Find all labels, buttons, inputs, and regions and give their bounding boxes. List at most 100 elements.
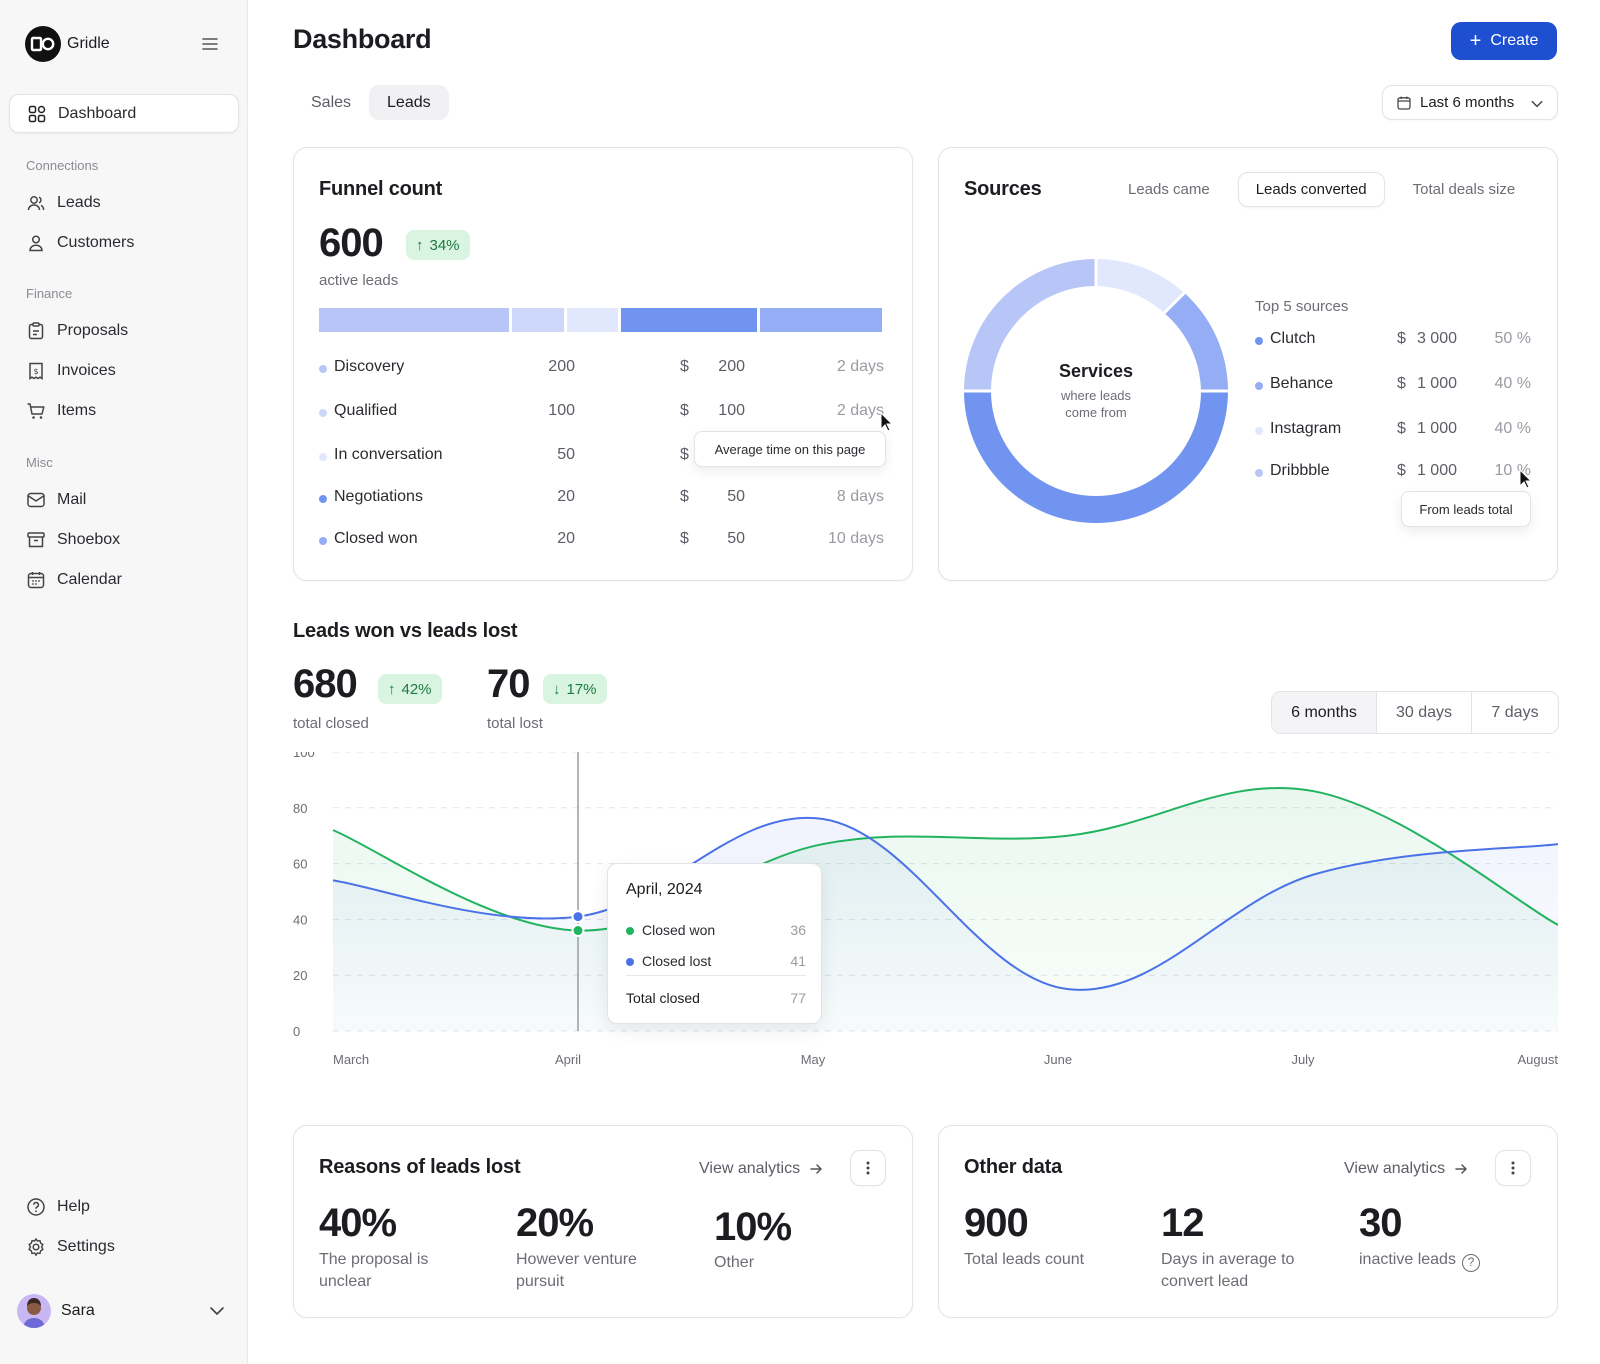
- stage-currency: $: [680, 488, 689, 505]
- create-button[interactable]: + Create: [1451, 22, 1557, 60]
- funnel-segment-discovery[interactable]: [319, 308, 509, 332]
- other-stat-label: Days in average to convert lead: [1161, 1251, 1295, 1290]
- sidebar-item-mail[interactable]: Mail: [26, 489, 86, 511]
- tooltip-total-label: Total closed: [626, 990, 700, 1006]
- funnel-segment-qualified[interactable]: [511, 308, 564, 332]
- source-row[interactable]: Behance $ 1 000 40 %: [1255, 375, 1531, 397]
- source-percent: 50 %: [1494, 330, 1531, 347]
- series-line-closed-lost[interactable]: [332, 816, 1558, 991]
- reason-stat-value: 40%: [319, 1201, 397, 1245]
- more-options-button[interactable]: [1495, 1150, 1531, 1186]
- source-dot: [1255, 469, 1263, 477]
- date-range-select[interactable]: Last 6 months: [1382, 85, 1558, 120]
- source-currency: $: [1397, 420, 1406, 437]
- view-analytics-link[interactable]: View analytics: [699, 1160, 823, 1178]
- arrow-up-icon: ↑: [416, 236, 424, 254]
- tab-leads-converted[interactable]: Leads converted: [1237, 172, 1385, 207]
- tab-leads[interactable]: Leads: [369, 85, 449, 120]
- grid-icon: [28, 105, 46, 122]
- funnel-change: 34%: [429, 236, 460, 254]
- mouse-cursor-icon: [880, 412, 894, 432]
- range-7-days[interactable]: 7 days: [1491, 703, 1539, 721]
- funnel-segment-negotiations[interactable]: [621, 308, 758, 332]
- sidebar-item-calendar[interactable]: Calendar: [26, 569, 122, 591]
- stage-name: Negotiations: [334, 488, 423, 505]
- mail-icon: [27, 492, 45, 508]
- hover-point-closed-won[interactable]: [571, 924, 585, 938]
- more-options-button[interactable]: [850, 1150, 886, 1186]
- sidebar: Gridle Dashboard Connections Leads Custo…: [0, 0, 248, 1364]
- reason-stat-label: The proposal is unclear: [319, 1251, 429, 1290]
- source-row[interactable]: Clutch $ 3 000 50 %: [1255, 330, 1531, 352]
- brand[interactable]: Gridle: [25, 26, 110, 62]
- lost-change-badge: ↓ 17%: [543, 674, 607, 704]
- stage-currency: $: [680, 446, 689, 463]
- from-leads-total-tooltip: From leads total: [1401, 491, 1531, 527]
- average-time-tooltip: Average time on this page: [694, 431, 886, 467]
- sidebar-section-misc: Misc: [26, 455, 53, 470]
- lost-change: 17%: [566, 680, 597, 698]
- stage-amount: 100: [718, 402, 745, 419]
- sidebar-item-shoebox[interactable]: Shoebox: [26, 529, 120, 551]
- calendar-icon: [1397, 96, 1411, 110]
- source-row[interactable]: Dribbble $ 1 000 10 %: [1255, 462, 1531, 484]
- won-total: 680: [293, 662, 358, 706]
- x-tick-label: March: [333, 1052, 369, 1067]
- sources-donut-chart[interactable]: [964, 259, 1228, 523]
- sidebar-item-customers[interactable]: Customers: [26, 232, 134, 254]
- chart-tooltip: April, 2024 Closed won 36 Closed lost 41…: [607, 863, 822, 1024]
- x-tick-label: April: [555, 1052, 581, 1067]
- stage-dot: [319, 495, 327, 503]
- sidebar-item-dashboard[interactable]: Dashboard: [9, 94, 239, 133]
- funnel-segment-in-conversation[interactable]: [566, 308, 619, 332]
- sidebar-item-items[interactable]: Items: [26, 400, 96, 422]
- hover-point-closed-lost[interactable]: [571, 910, 585, 924]
- donut-segment-behance[interactable]: [1164, 292, 1228, 391]
- tooltip-title: April, 2024: [626, 881, 703, 898]
- cart-icon: [27, 403, 45, 419]
- funnel-segment-closed-won[interactable]: [760, 308, 882, 332]
- range-30-days[interactable]: 30 days: [1377, 692, 1472, 733]
- sidebar-item-label: Shoebox: [57, 531, 121, 548]
- donut-segment-dribbble[interactable]: [964, 259, 1096, 391]
- stage-dot: [319, 453, 327, 461]
- source-amount: 1 000: [1416, 462, 1457, 479]
- help-icon[interactable]: ?: [1461, 1254, 1480, 1272]
- sidebar-item-label: Customers: [57, 234, 135, 251]
- funnel-row[interactable]: Negotiations 20 $ 50 8 days: [319, 488, 884, 510]
- leads-line-chart[interactable]: 100 80 60 40 20 0 March April May June July August: [293, 752, 1558, 1092]
- view-analytics-link[interactable]: View analytics: [1344, 1160, 1468, 1178]
- tooltip-row-name: Closed won: [642, 922, 716, 938]
- donut-segment-instagram[interactable]: [1096, 259, 1185, 313]
- other-data-card: Other data View analytics 900 Total lead…: [938, 1125, 1558, 1318]
- stage-dot: [319, 537, 327, 545]
- sidebar-item-invoices[interactable]: $ Invoices: [26, 360, 116, 382]
- range-6-months[interactable]: 6 months: [1272, 692, 1377, 733]
- tooltip-total: Total closed 77: [626, 990, 806, 1006]
- sidebar-item-settings[interactable]: Settings: [26, 1236, 115, 1258]
- series-line-closed-won[interactable]: [332, 787, 1558, 932]
- donut-subtitle: where leads come from: [1060, 388, 1132, 420]
- sidebar-item-leads[interactable]: Leads: [26, 192, 101, 214]
- funnel-row[interactable]: Closed won 20 $ 50 10 days: [319, 530, 884, 552]
- funnel-row[interactable]: Discovery 200 $ 200 2 days: [319, 358, 884, 380]
- funnel-row[interactable]: In conversation 50 $: [319, 446, 884, 468]
- tab-sales[interactable]: Sales: [311, 93, 352, 111]
- sidebar-item-label: Leads: [57, 194, 101, 211]
- tab-total-deals-size[interactable]: Total deals size: [1412, 181, 1516, 198]
- source-row[interactable]: Instagram $ 1 000 40 %: [1255, 420, 1531, 442]
- arrow-right-icon: [1455, 1164, 1467, 1174]
- menu-icon[interactable]: [200, 34, 220, 54]
- stage-currency: $: [680, 530, 689, 547]
- funnel-row[interactable]: Qualified 100 $ 100 2 days: [319, 402, 884, 424]
- stage-amount: 50: [727, 488, 745, 505]
- sidebar-item-help[interactable]: Help: [26, 1196, 90, 1218]
- gridle-logo-icon: [25, 26, 61, 62]
- user-menu[interactable]: Sara: [17, 1294, 227, 1328]
- lost-total: 70: [487, 662, 530, 706]
- sidebar-item-proposals[interactable]: Proposals: [26, 320, 128, 342]
- donut-segment-clutch[interactable]: [964, 391, 1228, 523]
- tab-leads-came[interactable]: Leads came: [1128, 181, 1210, 198]
- top-sources-label: Top 5 sources: [1255, 298, 1349, 315]
- view-analytics-label: View analytics: [1344, 1160, 1446, 1177]
